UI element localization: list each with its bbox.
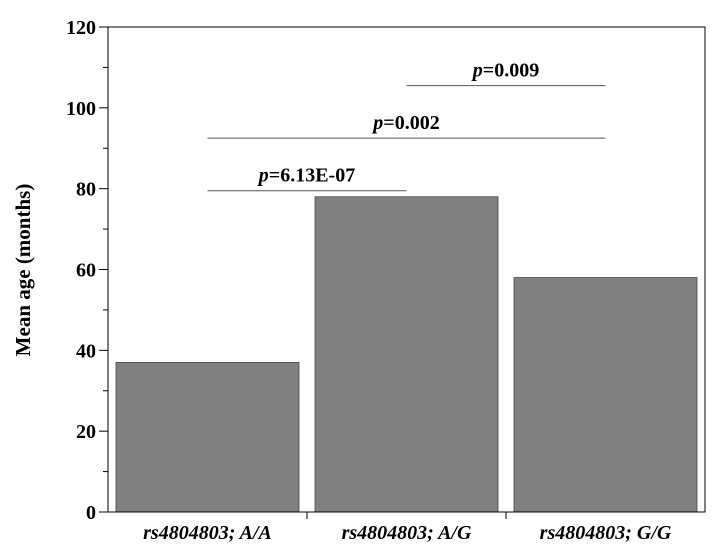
y-tick-label: 100 [66,98,96,120]
x-tick-label: rs4804803; A/A [143,522,272,544]
bar [314,196,499,513]
y-tick-label: 60 [76,260,96,282]
p-value-label: p=0.002 [371,112,439,134]
bar [513,277,698,513]
x-tick-label: rs4804803; G/G [540,522,672,544]
y-tick-label: 40 [76,340,96,362]
axes-layer: 0 20 40 60 80 100 120 rs4804803; A/A rs4804803; … [66,17,706,544]
y-tick-label: 120 [66,17,96,39]
annotations-layer: p=6.13E-07 p=0.002 p=0.009 [207,60,606,192]
p-value-label: p=0.009 [471,60,539,82]
p-value-label: p=6.13E-07 [257,165,355,187]
y-axis-title: Mean age (months) [11,184,35,357]
x-tick-label: rs4804803; A/G [342,522,472,544]
y-tick-label: 0 [86,502,96,524]
y-tick-label: 20 [76,421,96,443]
y-tick-label: 80 [76,179,96,201]
bar [115,362,300,513]
bars-layer [115,196,698,513]
